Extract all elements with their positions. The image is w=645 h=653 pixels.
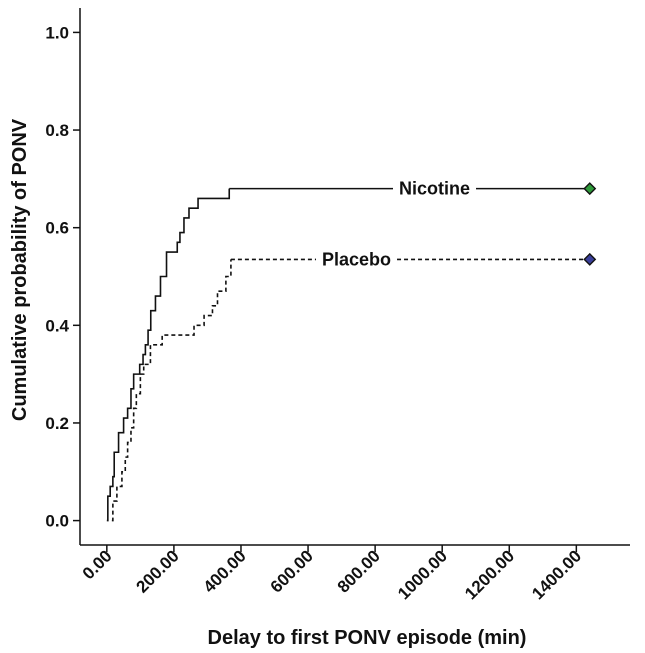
x-tick-label: 0.00 [79,546,116,583]
y-tick-label: 0.2 [45,414,69,433]
x-tick-label: 200.00 [133,546,183,596]
series-placebo-steps [111,259,232,522]
x-tick-label: 800.00 [334,546,384,596]
axes [79,8,630,546]
series-nicotine-end-marker [583,182,597,196]
series-layer: Nicotine Placebo [106,179,597,522]
x-tick-label: 400.00 [200,546,250,596]
x-axis-title: Delay to first PONV episode (min) [208,627,527,649]
x-tick-label: 1200.00 [461,546,518,603]
ticks: 0.0 0.2 0.4 0.6 0.8 1.0 0.00 200.00 400.00 600.00… [45,23,585,603]
x-tick-label: 1400.00 [528,546,585,603]
series-label-nicotine: Nicotine [399,179,470,199]
series-nicotine-steps [106,188,231,522]
y-tick-label: 0.4 [45,316,69,335]
series-label-placebo: Placebo [322,249,391,269]
y-tick-label: 1.0 [45,23,69,42]
x-tick-label: 1000.00 [394,546,451,603]
y-axis-title: Cumulative probability of PONV [9,118,31,421]
x-tick-label: 600.00 [267,546,317,596]
y-tick-label: 0.0 [45,512,69,531]
y-tick-label: 0.8 [45,121,69,140]
y-tick-label: 0.6 [45,219,69,238]
series-placebo-end-marker [583,252,597,266]
